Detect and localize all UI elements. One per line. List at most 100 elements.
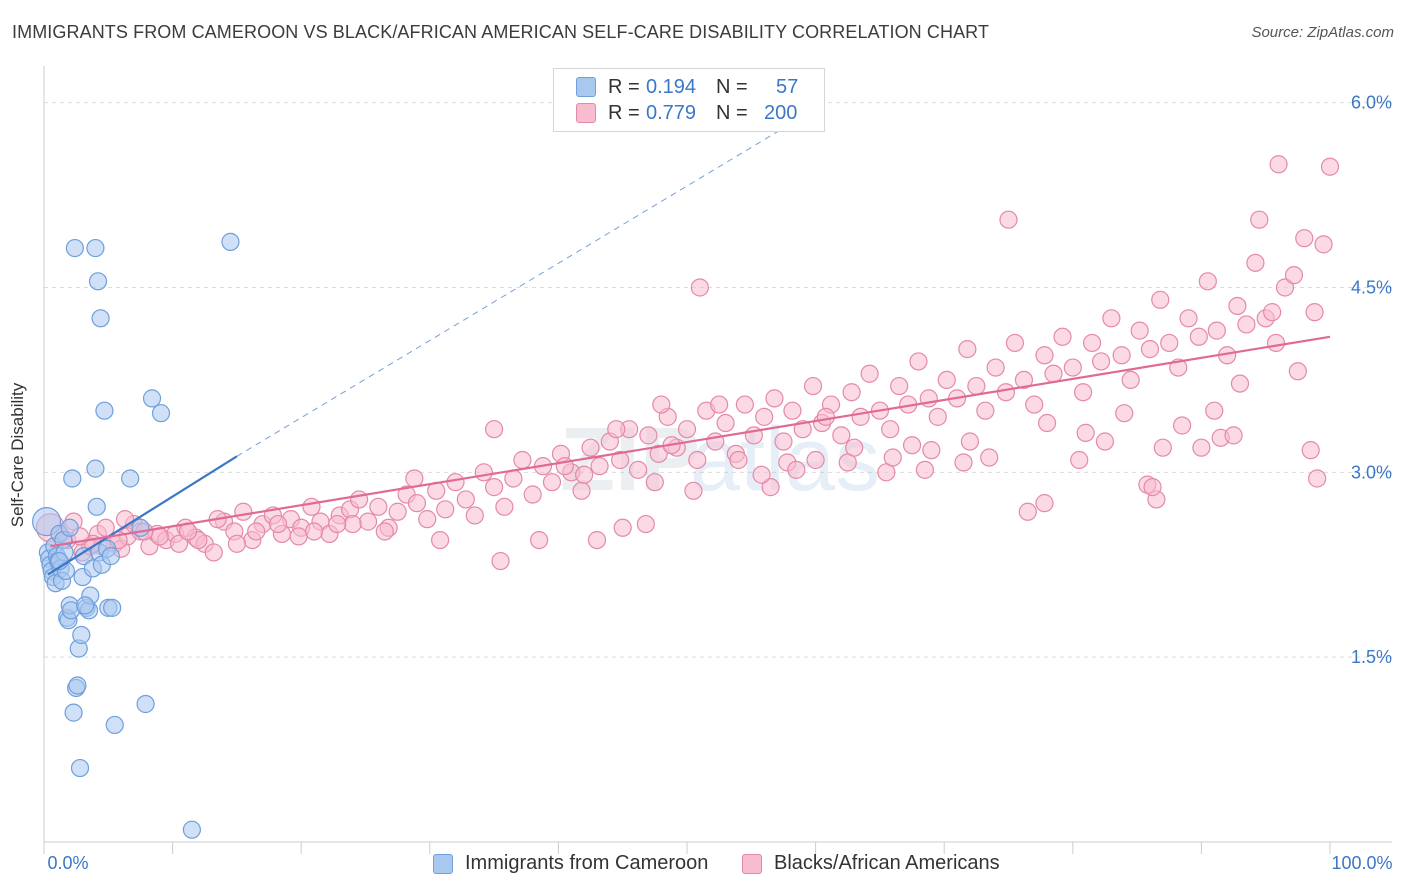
data-point [629,460,648,479]
data-point [636,514,655,534]
data-point [915,460,935,479]
legend-item-blacks[interactable]: Blacks/African Americans [742,852,1000,875]
data-point [1269,155,1288,174]
data-point [613,518,632,537]
data-point [688,450,707,470]
data-point [967,376,986,396]
data-point [495,497,514,516]
data-point [1025,395,1044,414]
data-point [783,401,802,420]
data-point [581,438,600,457]
data-point [986,358,1005,377]
series-legend: Immigrants from Cameroon Blacks/African … [0,852,1406,878]
tick-labels: 1.5% 3.0% 4.5% 6.0% 0.0% 100.0% [47,93,1392,873]
data-point [1237,315,1256,334]
data-point [289,527,308,546]
data-point [1228,296,1247,316]
data-point [922,441,941,460]
data-point [1115,404,1134,423]
data-point [91,309,110,328]
data-point [304,522,324,541]
data-point [1320,157,1340,176]
data-point [980,448,999,467]
data-point [227,534,246,553]
data-point [806,450,825,470]
data-point [95,401,114,420]
data-point [131,518,150,537]
legend-row-blacks: R = 0.779 N = 200 [576,101,797,125]
data-point [1005,333,1025,353]
legend-item-cameroon[interactable]: Immigrants from Cameroon [433,852,708,875]
data-point [369,497,388,516]
data-point [649,444,668,463]
data-point [1250,210,1269,229]
data-point [639,426,658,445]
series-immigrants-from-cameroon [31,232,240,839]
data-point [60,518,79,537]
data-point [611,450,630,470]
data-point [1301,441,1320,460]
data-point [575,465,594,484]
data-point [234,502,253,521]
data-point [937,370,956,390]
stats-legend: R = 0.194 N = 57 R = 0.779 N = 200 [553,68,825,132]
data-point [1018,502,1037,521]
data-point [63,469,82,488]
data-point [607,420,626,439]
data-point [729,450,748,470]
data-point [530,530,549,550]
data-point [851,407,870,426]
data-point [787,460,806,479]
data-point [976,401,995,420]
data-point [860,364,879,383]
data-point [1076,423,1095,442]
legend-r-value: 0.779 [646,101,697,124]
y-tick-label: 6.0% [1351,93,1392,113]
data-point [909,352,928,371]
data-point [358,512,378,531]
trend-line-blacks [50,335,1331,548]
data-point [710,395,729,414]
data-point [1035,346,1054,365]
data-point [405,469,424,488]
legend-row-cameroon: R = 0.194 N = 57 [576,75,798,99]
data-point [103,598,122,617]
legend-label-cameroon: Immigrants from Cameroon [465,852,709,874]
data-point [690,278,709,297]
data-point [456,490,475,509]
data-point [169,534,189,553]
x-tick-label-max: 100.0% [1331,853,1392,873]
data-point [1112,346,1131,365]
data-point [101,547,120,566]
data-point [1308,469,1327,488]
data-point [86,238,105,258]
y-tick-label: 1.5% [1351,647,1392,667]
data-point [832,426,851,445]
data-point [70,758,90,778]
legend-swatch-blacks [576,103,596,123]
data-point [1053,327,1072,346]
data-point [1143,478,1162,497]
data-point [1205,401,1224,420]
data-point [1192,438,1211,457]
data-point [221,232,240,251]
data-point [491,551,510,571]
data-point [999,210,1018,229]
data-point [803,376,823,396]
y-tick-label: 3.0% [1351,462,1392,482]
data-point [1207,321,1226,340]
legend-n-value: 57 [776,75,799,98]
data-point [645,473,664,492]
data-point [652,395,671,414]
legend-n-label: N = [716,75,748,98]
data-point [1063,358,1082,377]
data-point [845,438,864,457]
data-point [928,407,947,426]
data-point [1284,266,1304,285]
data-point [958,339,977,359]
data-point [902,436,922,455]
data-point [72,625,91,645]
data-point [68,676,87,695]
data-point [485,478,504,497]
data-point [1091,352,1111,371]
